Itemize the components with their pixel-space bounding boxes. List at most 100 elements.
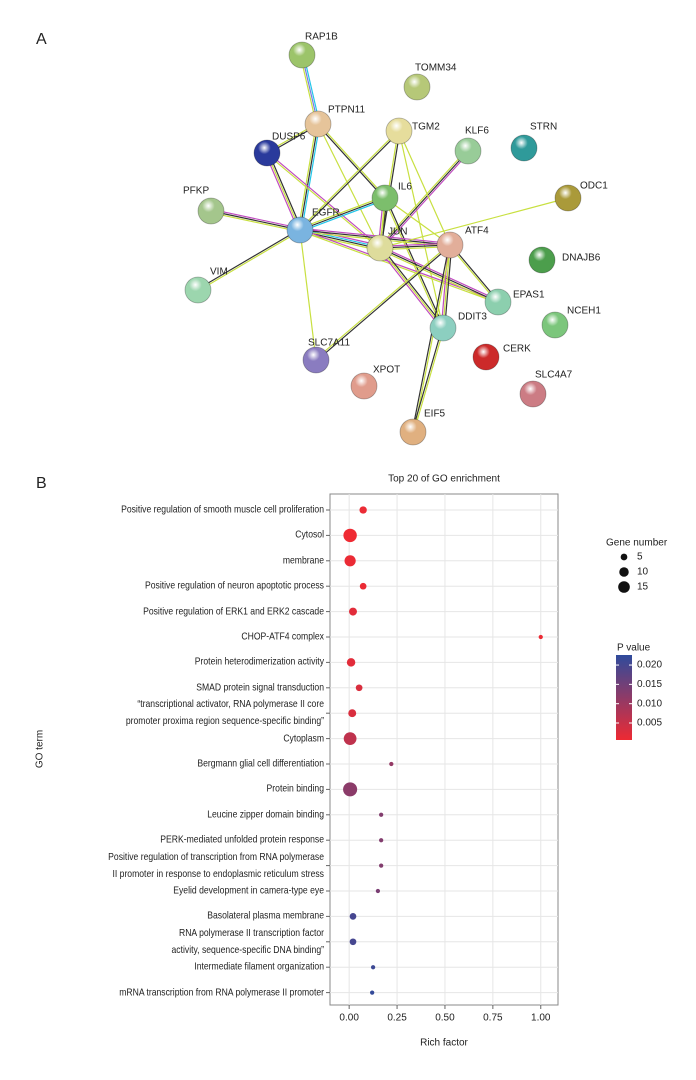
- network-edge: [211, 208, 301, 229]
- network-edge: [379, 247, 499, 303]
- x-axis-title: Rich factor: [420, 1038, 468, 1049]
- node-label: PTPN11: [328, 105, 365, 116]
- network-edge: [398, 130, 451, 246]
- network-edge: [442, 244, 451, 329]
- network-edge: [300, 227, 451, 244]
- network-node: [385, 117, 413, 145]
- network-edge: [411, 244, 450, 432]
- network-node: [541, 311, 569, 339]
- network-edge: [380, 246, 445, 328]
- network-node: [350, 372, 378, 400]
- panel-label: B: [36, 475, 47, 492]
- network-edge: [266, 152, 301, 231]
- bubble: [348, 709, 357, 718]
- network-node: [528, 246, 556, 274]
- network-edge: [379, 249, 498, 305]
- network-edge: [411, 327, 443, 432]
- y-tick-label: Basolateral plasma membrane: [207, 909, 324, 922]
- y-tick-label: Positive regulation of neuron apoptotic …: [144, 579, 324, 592]
- y-tick-label: membrane: [282, 554, 324, 567]
- network-edge: [317, 123, 381, 249]
- node-label: IL6: [398, 182, 412, 193]
- network-edge: [315, 243, 450, 360]
- network-node: [519, 380, 547, 408]
- y-tick-label: Eyelid development in camera-type eye: [173, 884, 324, 897]
- network-edge: [299, 195, 385, 229]
- y-tick-label: Positive regulation of transcription fro…: [108, 850, 324, 880]
- node-label: EGFR: [312, 208, 340, 219]
- bubble: [359, 506, 367, 514]
- node-label: ODC1: [580, 181, 608, 192]
- node-label: SLC4A7: [535, 370, 573, 381]
- bubble: [349, 938, 357, 946]
- bubble: [344, 555, 356, 567]
- network-edge: [300, 131, 401, 232]
- network-edge: [413, 328, 445, 433]
- network-edge: [440, 244, 449, 328]
- network-node: [429, 314, 457, 342]
- network-node: [253, 139, 281, 167]
- network-node: [472, 343, 500, 371]
- node-label: JUN: [388, 227, 407, 238]
- network-edge: [378, 248, 443, 330]
- bubble: [370, 965, 376, 970]
- bubble: [379, 838, 384, 843]
- network-edge: [413, 245, 452, 433]
- size-legend-title: Gene number: [606, 538, 668, 549]
- network-edge: [300, 226, 381, 247]
- plot-background: [329, 493, 559, 1006]
- network-node: [286, 216, 314, 244]
- panel-label: A: [36, 31, 47, 48]
- colorbar-label: 0.005: [637, 718, 662, 729]
- node-label: DDIT3: [458, 312, 487, 323]
- y-axis-title: GO term: [35, 730, 46, 768]
- network-edge: [318, 123, 387, 198]
- y-tick-label: Leucine zipper domain binding: [207, 808, 324, 821]
- network-edge: [379, 150, 469, 249]
- y-tick-label: mRNA transcription from RNA polymerase I…: [119, 986, 324, 999]
- network-edge: [299, 229, 317, 361]
- network-edge: [266, 153, 380, 250]
- network-node: [366, 234, 394, 262]
- y-tick-label: Positive regulation of ERK1 and ERK2 cas…: [143, 605, 324, 618]
- network-edge: [316, 245, 451, 362]
- network-node: [304, 110, 332, 138]
- y-tick-label: Protein heterodimerization activity: [194, 655, 324, 668]
- y-tick-label: Cytoplasm: [283, 732, 324, 745]
- network-edge: [198, 230, 301, 292]
- bubble: [355, 684, 363, 692]
- network-edge: [267, 151, 381, 248]
- network-edge: [301, 124, 321, 231]
- network-edge: [297, 123, 317, 230]
- network-node: [288, 41, 316, 69]
- network-node: [454, 137, 482, 165]
- network-node: [484, 288, 512, 316]
- bubble: [389, 761, 394, 767]
- bubble: [343, 782, 358, 797]
- bubble: [343, 528, 357, 543]
- node-label: KLF6: [465, 126, 489, 137]
- x-tick-label: 0.00: [339, 1013, 359, 1024]
- y-tick-label: Bergmann glial cell differentiation: [197, 757, 324, 770]
- network-node: [399, 418, 427, 446]
- network-node: [371, 184, 399, 212]
- x-tick-label: 0.50: [435, 1013, 455, 1024]
- node-label: ATF4: [465, 226, 489, 237]
- network-nodes: RAP1B TOMM34 PTPN11 TGM2 KLF6 STRN DUSP6 ODC1 PF…: [183, 32, 608, 446]
- network-edge: [379, 197, 569, 249]
- size-legend-marker: [619, 567, 629, 577]
- network-edge: [398, 130, 444, 329]
- network-edge: [264, 153, 299, 231]
- x-tick-label: 0.75: [483, 1013, 503, 1024]
- network-node: [436, 231, 464, 259]
- y-tick-label: SMAD protein signal transduction: [196, 681, 324, 694]
- colorbar-label: 0.015: [637, 679, 662, 690]
- network-edge: [300, 228, 381, 248]
- node-label: RAP1B: [305, 32, 338, 43]
- bubble: [343, 732, 357, 745]
- network-edge: [210, 212, 300, 233]
- node-label: EIF5: [424, 409, 446, 420]
- y-tick-label: Protein binding: [266, 782, 324, 795]
